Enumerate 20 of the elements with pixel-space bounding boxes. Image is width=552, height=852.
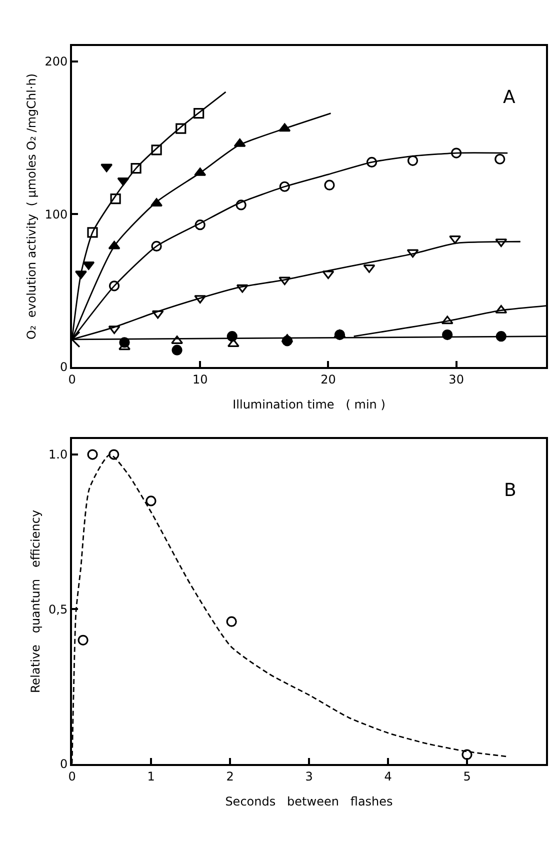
x-tick-label: 30	[448, 372, 464, 386]
x-tick-label: 5	[463, 769, 471, 784]
x-tick-label: 20	[320, 372, 336, 386]
annotation: B	[504, 480, 516, 501]
y-axis-title: O₂ evolution activity ( μmoles O₂ /mgChl·h)	[24, 73, 38, 340]
x-tick-label: 10	[192, 372, 208, 386]
y-tick-label: 100	[44, 207, 68, 222]
x-tick-label: 2	[226, 769, 234, 784]
x-axis-title: Seconds between flashes	[225, 794, 393, 809]
y-axis-title: Relative quantum efficiency	[28, 510, 42, 694]
annotation: A	[503, 87, 516, 108]
y-tick-label: 200	[44, 54, 68, 69]
x-axis-title: Illumination time ( min )	[232, 398, 386, 412]
y-tick-label: 1.0	[48, 448, 68, 462]
y-tick-label: 0	[60, 360, 68, 374]
y-tick-label: 0	[60, 757, 68, 772]
x-tick-label: 4	[384, 769, 392, 784]
y-tick-label: 0,5	[48, 602, 68, 616]
x-tick-label: 1	[147, 769, 155, 784]
x-tick-label: 3	[305, 769, 313, 784]
